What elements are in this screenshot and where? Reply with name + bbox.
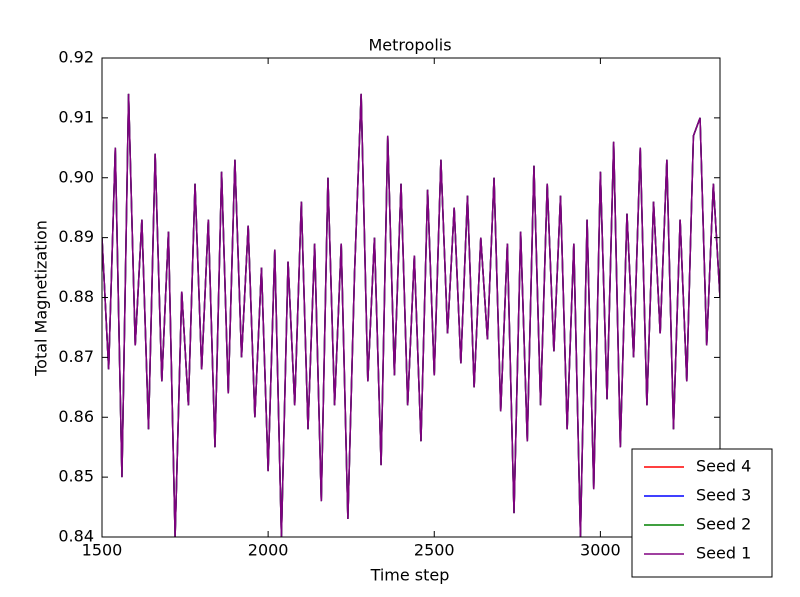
- y-axis-label: Total Magnetization: [32, 220, 51, 377]
- y-tick-label: 0.89: [58, 227, 94, 246]
- chart-title: Metropolis: [368, 36, 451, 55]
- y-tick-label: 0.84: [58, 527, 94, 546]
- y-tick-label: 0.91: [58, 107, 94, 126]
- x-tick-label: 1500: [82, 541, 123, 560]
- plot-lines: [102, 93, 720, 537]
- y-tick-label: 0.88: [58, 287, 94, 306]
- y-tick-label: 0.90: [58, 167, 94, 186]
- y-tick-label: 0.85: [58, 467, 94, 486]
- legend-box: [631, 448, 773, 578]
- x-tick-label: 2500: [414, 541, 455, 560]
- x-tick-label: 2000: [248, 541, 289, 560]
- y-tick-label: 0.92: [58, 48, 94, 67]
- y-tick-label: 0.87: [58, 347, 94, 366]
- legend-label: Seed 2: [696, 515, 751, 534]
- legend-label: Seed 3: [696, 486, 751, 505]
- legend: Seed 4 Seed 3 Seed 2 Seed 1: [631, 448, 773, 578]
- x-tick-label: 3000: [580, 541, 621, 560]
- y-tick-label: 0.86: [58, 407, 94, 426]
- legend-label: Seed 4: [696, 457, 751, 476]
- x-axis-label: Time step: [370, 566, 450, 585]
- legend-label: Seed 1: [696, 544, 751, 563]
- series-line: [102, 93, 720, 537]
